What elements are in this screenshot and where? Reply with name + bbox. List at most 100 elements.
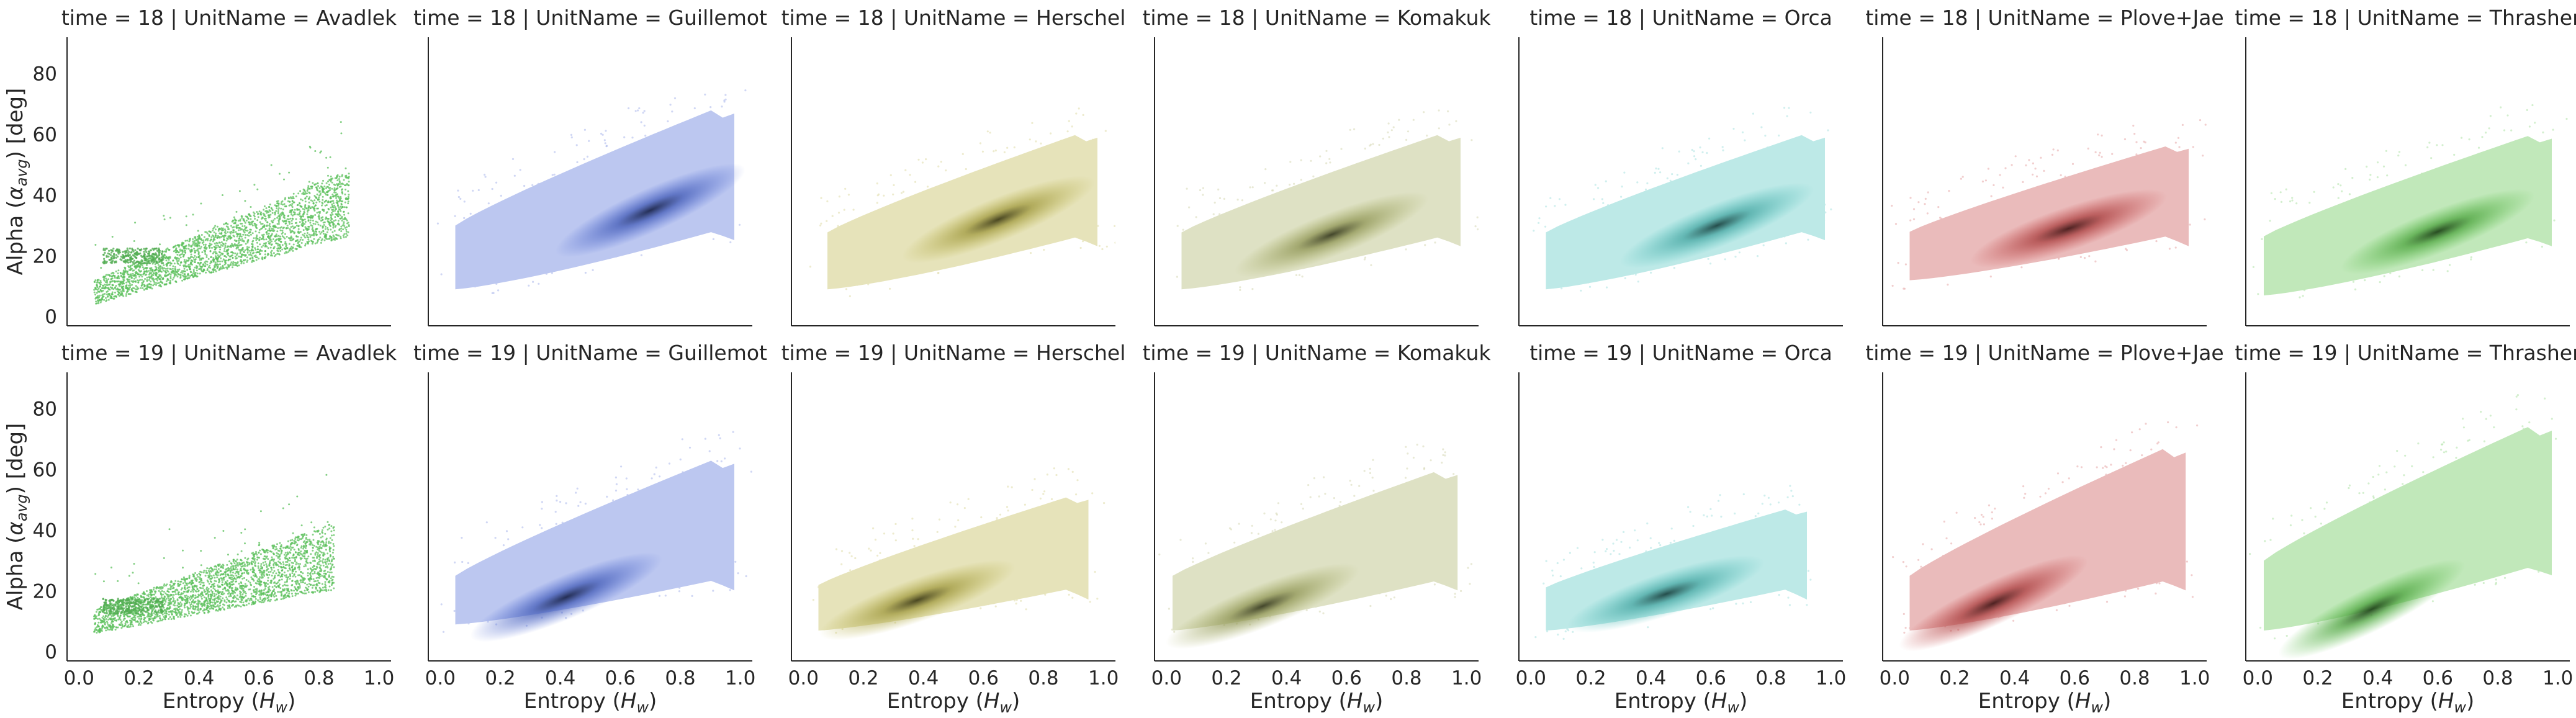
x-axis-label: Entropy (Hw) <box>524 689 657 716</box>
panel-title: time = 18 | UnitName = Guillemot <box>413 6 767 30</box>
density-cloud <box>2264 136 2552 296</box>
density-core <box>2341 189 2535 274</box>
density-layer <box>1176 109 1479 291</box>
density-layer <box>93 473 335 634</box>
panel-t18-avadlek: time = 18 | UnitName = Avadlek 0 20 40 60 80 <box>33 6 398 328</box>
panel-title: time = 18 | UnitName = Herschel <box>781 6 1126 30</box>
x-tick-label: 0.6 <box>2060 667 2090 689</box>
density-core <box>1619 182 1814 269</box>
density-core <box>1165 563 1360 649</box>
x-tick-label: 0.0 <box>1880 667 1910 689</box>
x-tick-label: 0.8 <box>304 667 334 689</box>
facet-panels: time = 18 | UnitName = Avadlek020406080t… <box>33 6 2576 689</box>
x-tick-label: 0.2 <box>485 667 515 689</box>
panel-title: time = 19 | UnitName = Plove+Jae <box>1865 341 2223 365</box>
x-tick-label: 0.8 <box>665 667 695 689</box>
x-tick-label: 0.6 <box>605 667 636 689</box>
x-tick-label: 0.2 <box>124 667 154 689</box>
x-tick-label: 0.6 <box>1331 667 1362 689</box>
x-tick-label: 0.4 <box>2362 667 2393 689</box>
x-tick-label: 0.8 <box>2119 667 2150 689</box>
density-core <box>1899 555 2088 652</box>
density-layer <box>1892 421 2199 652</box>
y-tick-label: 80 <box>33 398 57 421</box>
y-tick-label: 40 <box>33 184 57 207</box>
y-tick-label: 20 <box>33 245 57 267</box>
density-cloud <box>1181 135 1461 290</box>
panel-t19-komakuk: time = 19 | UnitName = Komakuk 0.0 0.2 0.4 0… <box>1142 341 1491 689</box>
x-tick-label: 0.8 <box>2482 667 2513 689</box>
panel-title: time = 18 | UnitName = Orca <box>1529 6 1832 30</box>
density-layer <box>2252 104 2568 298</box>
panel-title: time = 18 | UnitName = Avadlek <box>61 6 397 30</box>
x-tick-label: 0.4 <box>1999 667 2030 689</box>
x-tick-label: 0.6 <box>244 667 274 689</box>
y-tick-label: 60 <box>33 123 57 146</box>
y-tick-label: 80 <box>33 63 57 86</box>
density-layer <box>1534 485 1812 640</box>
panel-title: time = 19 | UnitName = Avadlek <box>61 341 397 365</box>
y-axis-label: Alpha (αavg) [deg] <box>3 423 30 611</box>
x-tick-label: 0.6 <box>2423 667 2453 689</box>
y-tick-label: 20 <box>33 580 57 603</box>
x-tick-label: 0.4 <box>184 667 214 689</box>
density-cloud <box>1909 449 2186 631</box>
y-tick-label: 0 <box>45 641 57 663</box>
panel-t19-plove-jae: time = 19 | UnitName = Plove+Jae 0.0 0.2 0.… <box>1865 341 2223 689</box>
y-tick-label: 60 <box>33 459 57 481</box>
x-tick-label: 0.6 <box>1696 667 1726 689</box>
x-tick-label: 0.0 <box>1151 667 1182 689</box>
panel-title: time = 19 | UnitName = Orca <box>1529 341 1832 365</box>
x-tick-label: 0.6 <box>968 667 999 689</box>
x-tick-label: 0.2 <box>848 667 878 689</box>
panel-title: time = 18 | UnitName = Plove+Jae <box>1865 6 2223 30</box>
axis-labels: Entropy (Hw) Entropy (Hw) Entropy (Hw) Entr… <box>3 88 2474 716</box>
x-axis-label: Entropy (Hw) <box>887 689 1020 716</box>
x-tick-label: 0.2 <box>2302 667 2333 689</box>
panel-title: time = 18 | UnitName = Komakuk <box>1142 6 1491 30</box>
density-core <box>1235 192 1429 277</box>
panel-title: time = 19 | UnitName = Komakuk <box>1142 341 1491 365</box>
x-tick-label: 0.2 <box>1211 667 1241 689</box>
panel-title: time = 18 | UnitName = Thrasher <box>2235 6 2576 30</box>
x-tick-label: 0.4 <box>908 667 939 689</box>
panel-t19-guillemot: time = 19 | UnitName = Guillemot 0.0 0.2 0.… <box>413 341 767 689</box>
x-tick-label: 0.0 <box>1516 667 1546 689</box>
density-core <box>555 163 745 258</box>
panel-t18-plove-jae: time = 18 | UnitName = Plove+Jae <box>1865 6 2224 326</box>
x-tick-label: 1.0 <box>2542 667 2573 689</box>
x-tick-label: 1.0 <box>1451 667 1482 689</box>
x-tick-label: 0.2 <box>1939 667 1970 689</box>
x-tick-label: 0.0 <box>788 667 819 689</box>
x-tick-label: 1.0 <box>725 667 755 689</box>
y-tick-label: 40 <box>33 519 57 542</box>
density-cloud <box>1546 135 1825 290</box>
panel-t18-guillemot: time = 18 | UnitName = Guillemot <box>413 6 767 326</box>
density-layer <box>2249 394 2557 660</box>
panel-t19-orca: time = 19 | UnitName = Orca 0.0 0.2 0.4 0.6 0… <box>1516 341 1847 689</box>
density-layer <box>1891 119 2207 290</box>
y-axis-label: Alpha (αavg) [deg] <box>3 88 30 276</box>
panel-t19-avadlek: time = 19 | UnitName = Avadlek 0 20 40 60 80 0… <box>33 341 398 689</box>
density-cloud <box>455 460 734 625</box>
x-tick-label: 0.8 <box>1028 667 1058 689</box>
density-core <box>1567 555 1765 633</box>
panel-t19-herschel: time = 19 | UnitName = Herschel 0.0 0.2 0.4… <box>781 341 1126 689</box>
x-tick-label: 0.8 <box>1755 667 1786 689</box>
x-tick-label: 0.4 <box>545 667 575 689</box>
x-tick-label: 0.2 <box>1575 667 1606 689</box>
density-layer <box>1533 107 1832 292</box>
panel-t18-herschel: time = 18 | UnitName = Herschel <box>781 6 1126 326</box>
density-core <box>901 176 1096 263</box>
density-layer <box>93 121 350 305</box>
x-axis-label: Entropy (Hw) <box>1250 689 1383 716</box>
panel-t19-thrasher: time = 19 | UnitName = Thrasher 0.0 0.2 0.4… <box>2235 341 2576 689</box>
density-layer <box>812 467 1106 640</box>
panel-t18-thrasher: time = 18 | UnitName = Thrasher <box>2235 6 2576 326</box>
density-layer <box>1158 443 1473 649</box>
density-core <box>470 552 663 642</box>
y-tick-label: 0 <box>45 306 57 328</box>
density-cloud <box>455 110 734 290</box>
density-layer <box>440 431 752 642</box>
